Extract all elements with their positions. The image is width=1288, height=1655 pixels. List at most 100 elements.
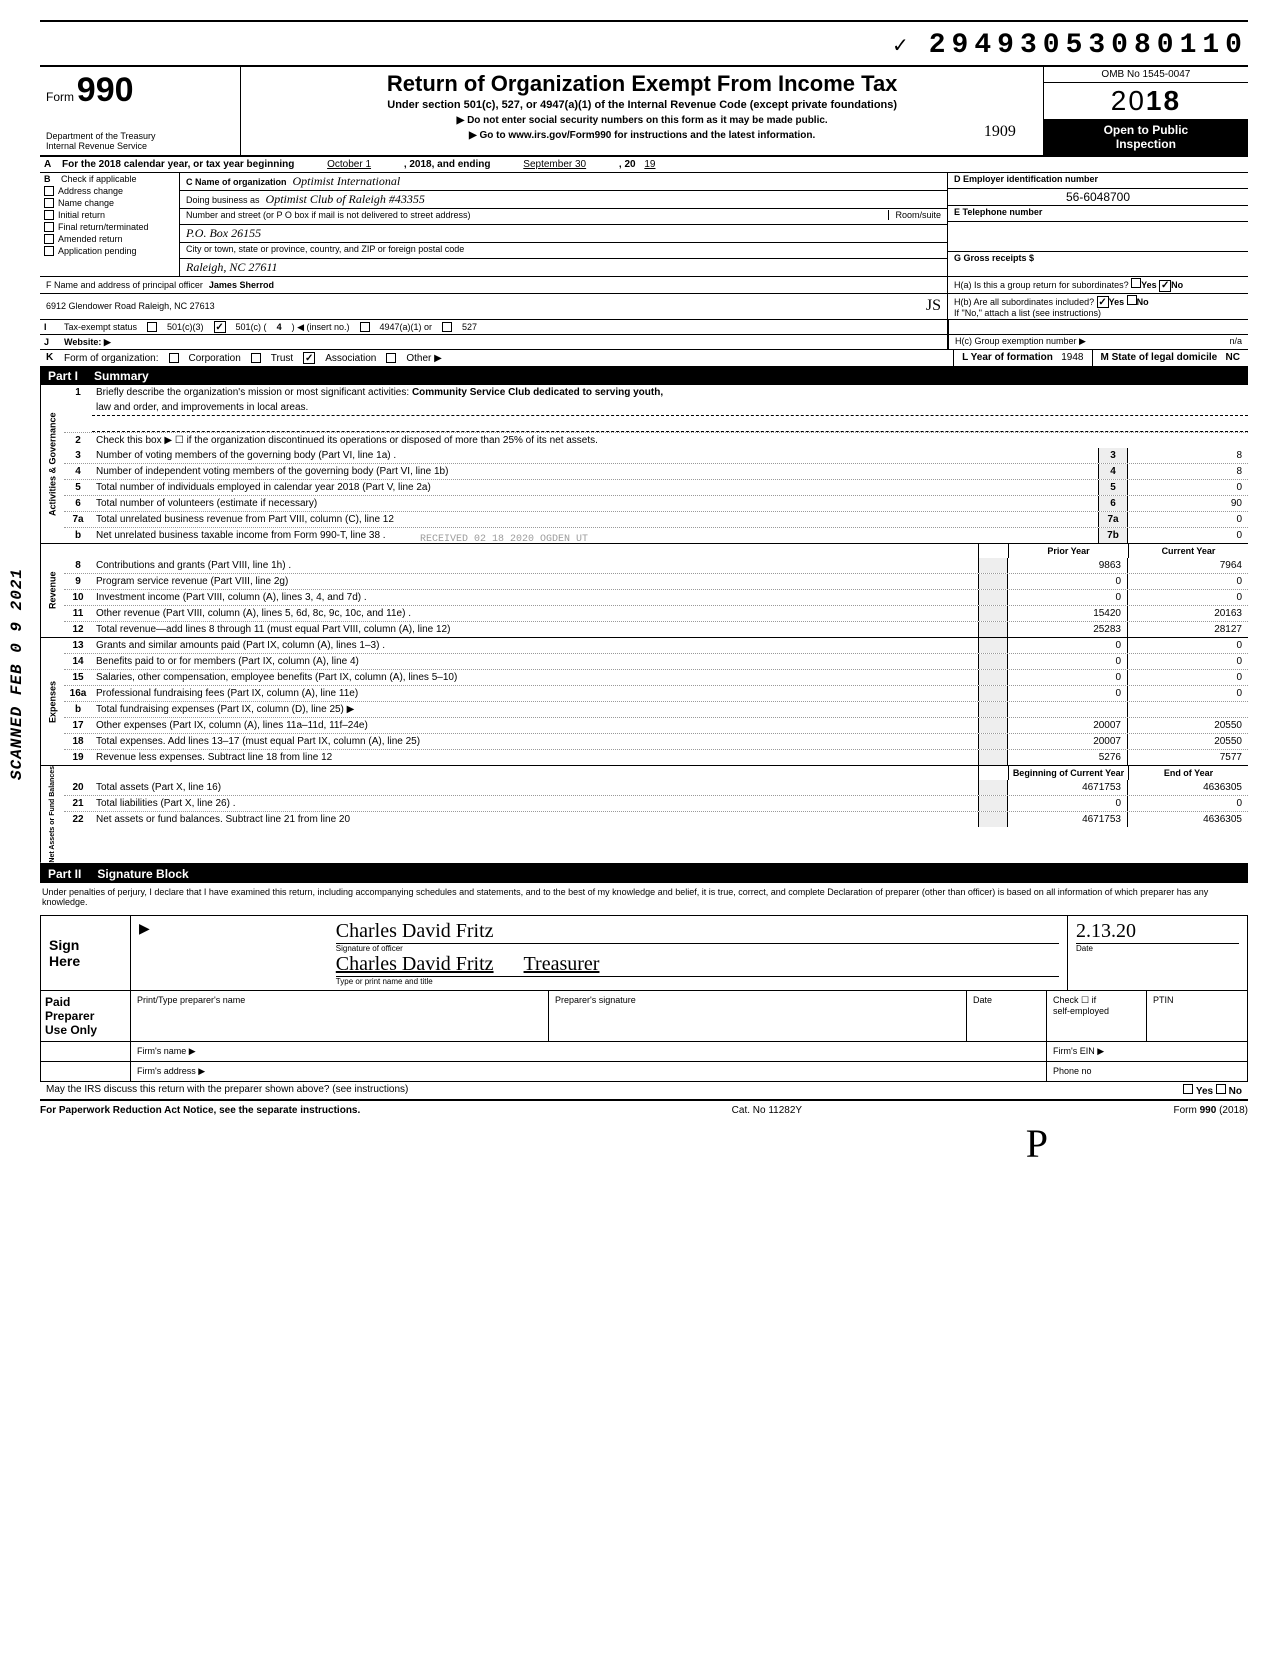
line-prior-value: 0	[1008, 654, 1128, 669]
chk-amended-return[interactable]	[44, 234, 54, 244]
side-label-expenses: Expenses	[40, 638, 64, 765]
hc-value: n/a	[1229, 336, 1242, 346]
line-box-spacer	[978, 638, 1008, 653]
hc-label: H(c) Group exemption number ▶	[955, 336, 1086, 346]
table-row: 9 Program service revenue (Part VIII, li…	[64, 573, 1248, 589]
line-number: 20	[64, 780, 92, 795]
line2-text: Check this box ▶ ☐ if the organization d…	[92, 433, 1248, 448]
line-current-value: 28127	[1128, 622, 1248, 637]
line-number: 12	[64, 622, 92, 637]
top-checkmark: ✓	[892, 33, 909, 58]
officer-signature[interactable]: Charles David Fritz	[336, 920, 1059, 944]
part1-governance-block: Activities & Governance 1 Briefly descri…	[40, 385, 1248, 543]
line-current-value: 20163	[1128, 606, 1248, 621]
ha-no: No	[1171, 280, 1183, 290]
lbl-corp: Corporation	[189, 353, 241, 364]
dept-label: Department of the Treasury Internal Reve…	[46, 131, 234, 151]
row-f-h: F Name and address of principal officer …	[40, 277, 1248, 294]
chk-4947[interactable]	[360, 322, 370, 332]
omb-number: OMB No 1545-0047	[1044, 67, 1248, 83]
c-org-name: Optimist International	[293, 174, 401, 189]
chk-501c3[interactable]	[147, 322, 157, 332]
line-prior-value: 0	[1008, 686, 1128, 701]
ha-no-box[interactable]: ✓	[1159, 280, 1171, 292]
line-prior-value: 20007	[1008, 734, 1128, 749]
line-number: 8	[64, 558, 92, 573]
side-label-revenue: Revenue	[40, 544, 64, 637]
line-box-spacer	[978, 622, 1008, 637]
m-value: NC	[1226, 352, 1240, 363]
chk-501c[interactable]: ✓	[214, 321, 226, 333]
irs-discuss-no[interactable]	[1216, 1084, 1226, 1094]
line-current-value: 0	[1128, 574, 1248, 589]
line-current-value: 8	[1128, 464, 1248, 479]
line-prior-value: 20007	[1008, 718, 1128, 733]
line-prior-value: 0	[1008, 590, 1128, 605]
line-number: 15	[64, 670, 92, 685]
line-text: Net assets or fund balances. Subtract li…	[92, 812, 978, 827]
hand-initials: JS	[926, 297, 941, 315]
line-box-spacer	[978, 702, 1008, 717]
chk-assoc[interactable]: ✓	[303, 352, 315, 364]
table-row: 18 Total expenses. Add lines 13–17 (must…	[64, 733, 1248, 749]
prep-selfemp-b: self-employed	[1053, 1006, 1109, 1016]
ha-yes-box[interactable]	[1131, 278, 1141, 288]
part2-label: Part II	[48, 867, 81, 881]
m-label: M State of legal domicile	[1101, 352, 1218, 363]
sign-date-value: 2.13.20	[1076, 920, 1136, 943]
line-text: Total unrelated business revenue from Pa…	[92, 512, 1098, 527]
chk-corp[interactable]	[169, 353, 179, 363]
hb-no-box[interactable]	[1127, 295, 1137, 305]
dba-label: Doing business as	[186, 195, 260, 205]
table-row: b Net unrelated business taxable income …	[64, 527, 1248, 543]
line-text: Other expenses (Part IX, column (A), lin…	[92, 718, 978, 733]
line-number: 7a	[64, 512, 92, 527]
chk-other[interactable]	[386, 353, 396, 363]
line-a-yearsuffix: 19	[638, 159, 661, 170]
chk-trust[interactable]	[251, 353, 261, 363]
irs-discuss-yes[interactable]	[1183, 1084, 1193, 1094]
line-text: Total revenue—add lines 8 through 11 (mu…	[92, 622, 978, 637]
row-j: J Website: ▶ H(c) Group exemption number…	[40, 335, 1248, 350]
hb-label: H(b) Are all subordinates included?	[954, 297, 1094, 307]
website-label: Website: ▶	[64, 337, 111, 348]
line-box-ref: 5	[1098, 480, 1128, 495]
line-number: 5	[64, 480, 92, 495]
line-text: Number of independent voting members of …	[92, 464, 1098, 479]
form-subtitle: Under section 501(c), 527, or 4947(a)(1)…	[249, 99, 1034, 111]
form-org-label: Form of organization:	[64, 353, 159, 364]
c-label: C Name of organization	[186, 177, 287, 187]
side-label-governance: Activities & Governance	[40, 385, 64, 543]
chk-final-return[interactable]	[44, 222, 54, 232]
line-a-yearprefix: , 20	[619, 159, 636, 170]
chk-name-change[interactable]	[44, 198, 54, 208]
lbl-4947: 4947(a)(1) or	[380, 322, 433, 332]
line-text: Salaries, other compensation, employee b…	[92, 670, 978, 685]
chk-initial-return[interactable]	[44, 210, 54, 220]
chk-address-change[interactable]	[44, 186, 54, 196]
line-box-spacer	[978, 796, 1008, 811]
line-current-value: 0	[1128, 686, 1248, 701]
prep-selfemp-a: Check ☐ if	[1053, 995, 1096, 1005]
col-eoy: End of Year	[1128, 766, 1248, 780]
line-box-ref: 4	[1098, 464, 1128, 479]
line-number: 19	[64, 750, 92, 765]
line-text: Other revenue (Part VIII, column (A), li…	[92, 606, 978, 621]
line-box-ref: 7b	[1098, 528, 1128, 543]
form-header: Form 990 Department of the Treasury Inte…	[40, 65, 1248, 157]
chk-app-pending[interactable]	[44, 246, 54, 256]
lbl-other: Other ▶	[406, 353, 441, 364]
line-current-value: 0	[1128, 590, 1248, 605]
lbl-address-change: Address change	[58, 186, 123, 196]
line-current-value: 7964	[1128, 558, 1248, 573]
line-number: 4	[64, 464, 92, 479]
table-row: 21 Total liabilities (Part X, line 26) .…	[64, 795, 1248, 811]
hb-yes-box[interactable]: ✓	[1097, 296, 1109, 308]
prep-name-label: Print/Type preparer's name	[131, 991, 549, 1041]
table-row: 14 Benefits paid to or for members (Part…	[64, 653, 1248, 669]
line-prior-value: 4671753	[1008, 780, 1128, 795]
table-row: 5 Total number of individuals employed i…	[64, 479, 1248, 495]
line-current-value: 7577	[1128, 750, 1248, 765]
501c-insert: 4	[277, 322, 282, 332]
chk-527[interactable]	[442, 322, 452, 332]
